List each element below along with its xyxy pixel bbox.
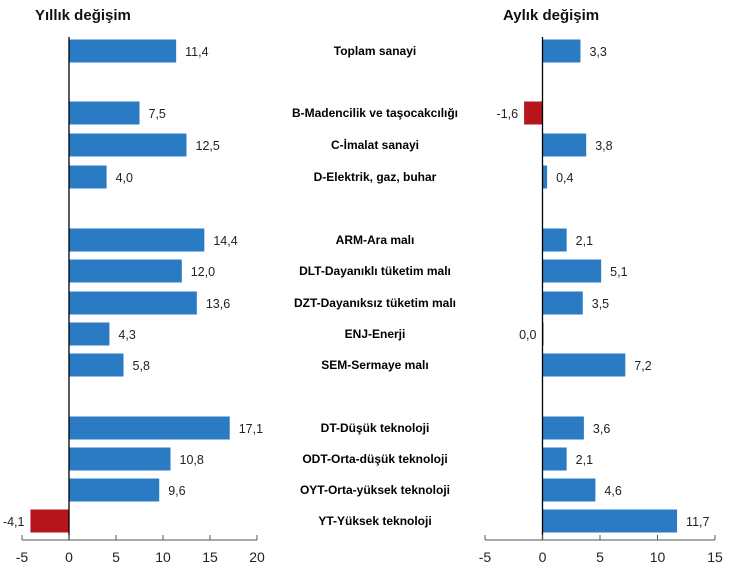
left-value-label: 12,5 — [196, 139, 220, 153]
left-value-label: 13,6 — [206, 297, 230, 311]
category-label: OYT-Orta-yüksek teknoloji — [300, 483, 450, 497]
left-tick-label: -5 — [16, 549, 29, 565]
category-label: B-Madencilik ve taşocakcılığı — [292, 106, 458, 120]
category-label: C-İmalat sanayi — [331, 137, 419, 152]
right-value-label: 3,8 — [595, 139, 612, 153]
right-bar — [542, 509, 678, 533]
right-value-label: 3,5 — [592, 297, 609, 311]
left-bar — [69, 133, 187, 157]
left-bar — [69, 39, 177, 63]
right-value-label: 7,2 — [634, 359, 651, 373]
left-value-label: 14,4 — [213, 234, 237, 248]
left-value-label: 4,0 — [116, 171, 133, 185]
left-bar — [69, 322, 110, 346]
right-value-label: -1,6 — [497, 107, 519, 121]
left-chart-title: Yıllık değişim — [35, 7, 131, 24]
category-label: D-Elektrik, gaz, buhar — [314, 170, 437, 184]
left-bar — [69, 416, 230, 440]
left-bar — [69, 353, 124, 377]
left-value-label: 5,8 — [133, 359, 150, 373]
right-bar — [542, 228, 567, 252]
left-bar — [69, 228, 205, 252]
category-label: ODT-Orta-düşük teknoloji — [302, 452, 447, 466]
right-tick-label: 0 — [539, 549, 547, 565]
right-bar — [542, 165, 548, 189]
right-value-label: 2,1 — [576, 453, 593, 467]
category-labels: Toplam sanayi B-Madencilik ve taşocakcılı… — [292, 44, 458, 528]
right-tick-label: 5 — [596, 549, 604, 565]
left-tick-label: 20 — [249, 549, 265, 565]
right-bar — [542, 291, 583, 315]
right-bar — [542, 259, 602, 283]
left-value-label: 17,1 — [239, 422, 263, 436]
right-value-label: 5,1 — [610, 265, 627, 279]
category-label: SEM-Sermaye malı — [321, 358, 428, 372]
left-bar — [69, 291, 197, 315]
right-value-label: 3,6 — [593, 422, 610, 436]
right-value-label: 2,1 — [576, 234, 593, 248]
right-value-label: 4,6 — [604, 484, 621, 498]
left-value-label: 4,3 — [118, 328, 135, 342]
left-value-label: 12,0 — [191, 265, 215, 279]
category-label: DLT-Dayanıklı tüketim malı — [299, 264, 451, 278]
right-bar — [542, 478, 596, 502]
right-bar — [524, 101, 543, 125]
right-bar — [542, 447, 567, 471]
category-label: ARM-Ara malı — [336, 233, 415, 247]
right-bar — [542, 39, 581, 63]
right-chart-title: Aylık değişim — [503, 7, 599, 24]
left-tick-label: 10 — [155, 549, 171, 565]
category-label: YT-Yüksek teknoloji — [318, 514, 431, 528]
left-bar — [69, 101, 140, 125]
left-tick-label: 0 — [65, 549, 73, 565]
left-value-label: -4,1 — [3, 515, 25, 529]
left-bar — [69, 478, 160, 502]
right-value-label: 0,4 — [556, 171, 573, 185]
left-tick-label: 15 — [202, 549, 218, 565]
left-chart: 11,4 7,5 12,5 4,0 14,4 12,0 13,6 4,3 5,8 17,1 10,8… — [3, 37, 265, 565]
left-tick-label: 5 — [112, 549, 120, 565]
left-value-label: 9,6 — [168, 484, 185, 498]
left-bar — [69, 259, 182, 283]
left-bar — [69, 165, 107, 189]
right-tick-label: 10 — [650, 549, 666, 565]
left-value-label: 11,4 — [185, 45, 208, 59]
category-label: DT-Düşük teknoloji — [321, 421, 430, 435]
category-label: ENJ-Enerji — [345, 327, 406, 341]
right-value-label: 0,0 — [519, 328, 536, 342]
right-value-label: 11,7 — [686, 515, 709, 529]
left-bar — [30, 509, 69, 533]
right-tick-label: -5 — [479, 549, 492, 565]
right-bar — [542, 416, 584, 440]
right-value-label: 3,3 — [589, 45, 606, 59]
right-bar — [542, 353, 626, 377]
category-label: Toplam sanayi — [334, 44, 416, 58]
category-label: DZT-Dayanıksız tüketim malı — [294, 296, 456, 310]
left-value-label: 7,5 — [149, 107, 166, 121]
left-bar — [69, 447, 171, 471]
left-value-label: 10,8 — [180, 453, 204, 467]
right-tick-label: 15 — [707, 549, 723, 565]
right-chart: 3,3 -1,6 3,8 0,4 2,1 5,1 3,5 0,0 7,2 3,6 2,1 4,6 11,… — [479, 37, 723, 565]
right-bar — [542, 133, 587, 157]
